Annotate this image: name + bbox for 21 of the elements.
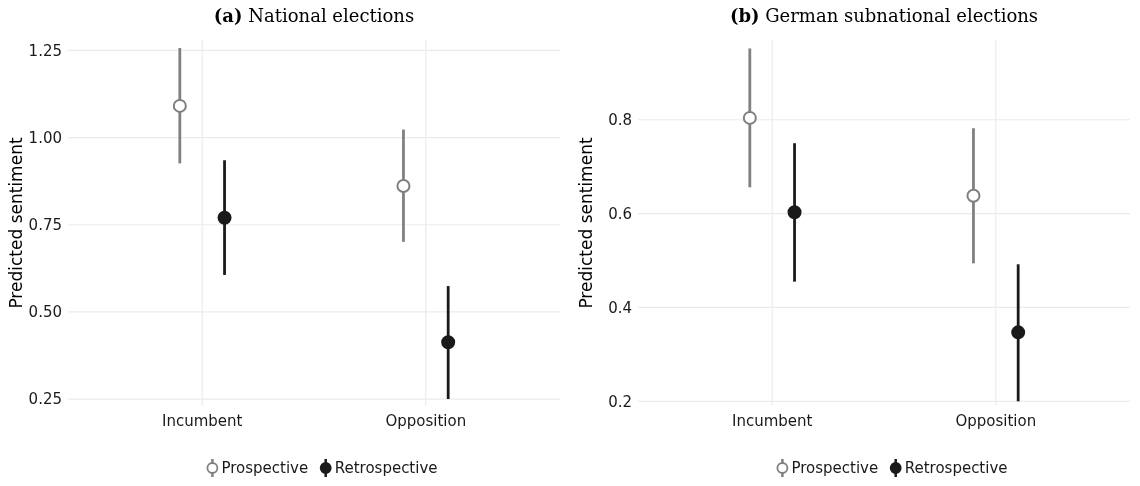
legend-label: Prospective <box>221 459 309 478</box>
y-tick-label: 0.75 <box>28 215 62 234</box>
y-tick-label: 0.6 <box>608 204 632 223</box>
x-tick-label: Opposition <box>955 412 1037 430</box>
chart-title: (a) National elections <box>213 5 415 26</box>
legend-label: Retrospective <box>334 459 438 478</box>
y-tick-label: 0.8 <box>608 111 632 130</box>
y-tick-label: 0.4 <box>608 298 632 317</box>
y-tick-label: 0.50 <box>28 303 62 322</box>
x-tick-label: Incumbent <box>731 412 813 430</box>
chart-title: (b) German subnational elections <box>729 5 1039 26</box>
y-tick-label: 1.00 <box>28 128 62 147</box>
y-tick-label: 0.25 <box>28 390 62 409</box>
y-axis-title: Predicted sentiment <box>576 137 596 309</box>
y-axis-title: Predicted sentiment <box>6 137 26 309</box>
y-tick-label: 0.2 <box>608 392 632 411</box>
y-tick-label: 1.25 <box>28 41 62 60</box>
x-tick-label: Incumbent <box>161 412 243 430</box>
x-tick-label: Opposition <box>385 412 467 430</box>
legend-label: Retrospective <box>904 459 1008 478</box>
legend-label: Prospective <box>791 459 879 478</box>
